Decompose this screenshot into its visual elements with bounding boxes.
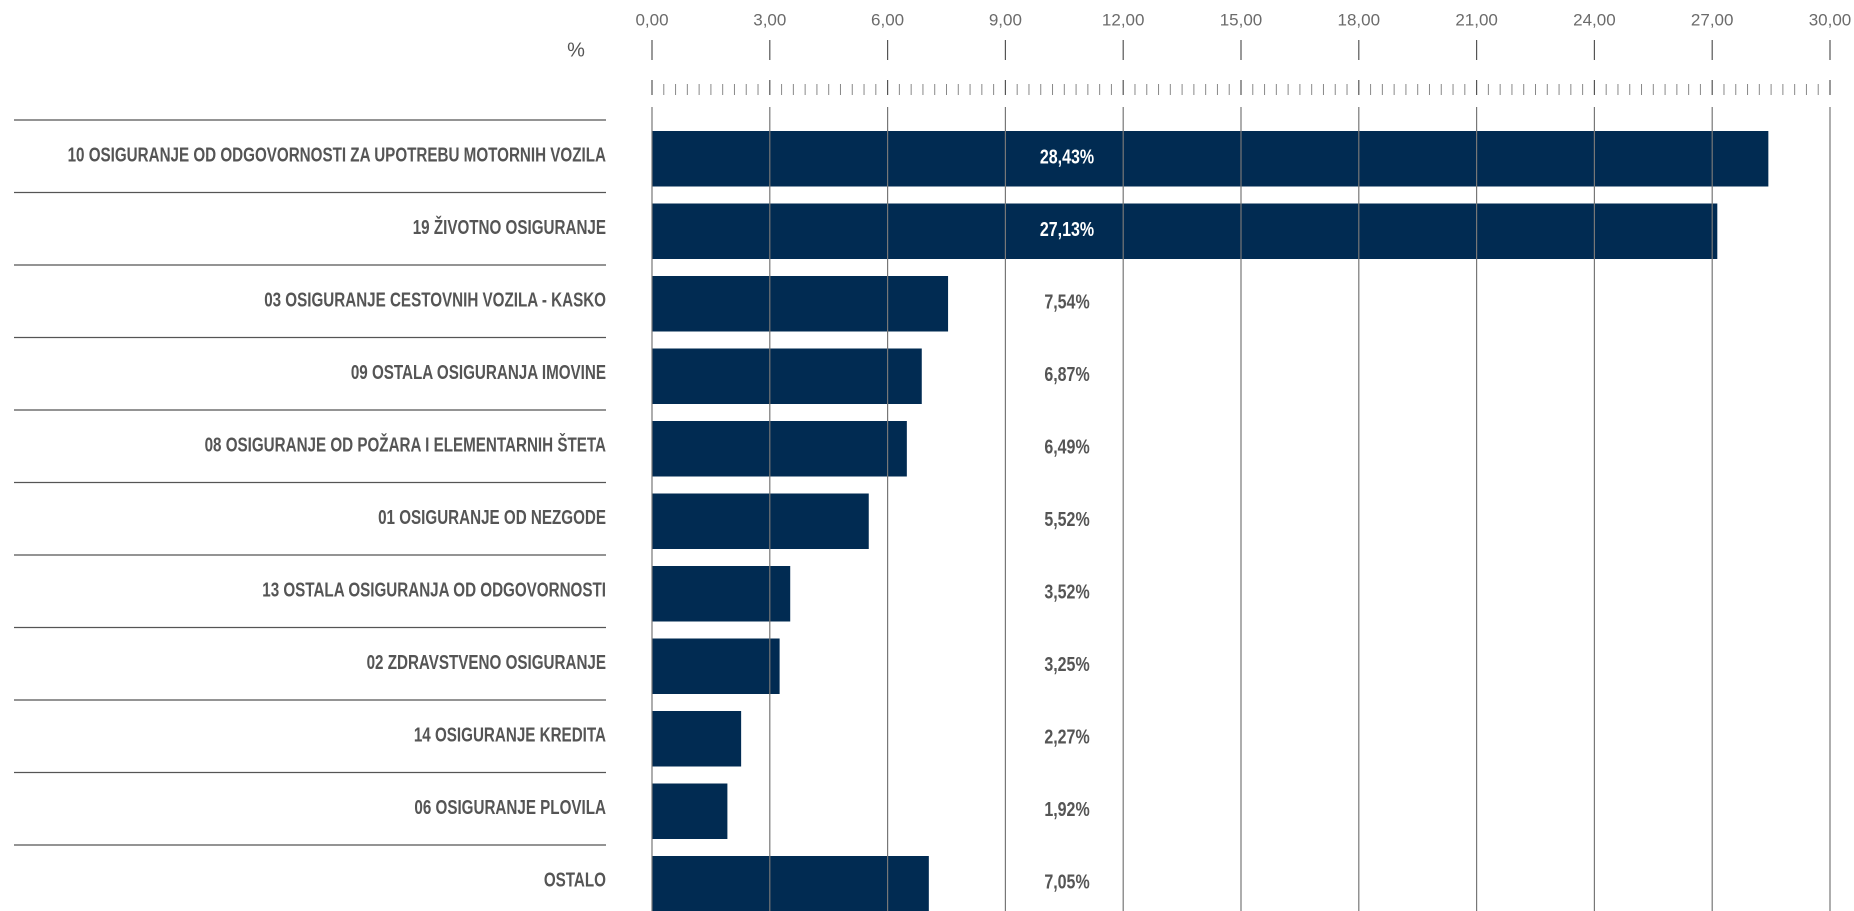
value-label: 3,52% bbox=[1044, 581, 1089, 603]
category-label: 13 OSTALA OSIGURANJA OD ODGOVORNOSTI bbox=[262, 579, 606, 602]
bar bbox=[652, 131, 1769, 187]
x-tick-label: 27,00 bbox=[1691, 10, 1734, 29]
category-label: 10 OSIGURANJE OD ODGOVORNOSTI ZA UPOTREB… bbox=[68, 144, 607, 167]
value-label: 5,52% bbox=[1044, 508, 1089, 530]
x-tick-label: 15,00 bbox=[1220, 10, 1263, 29]
value-label: 1,92% bbox=[1044, 798, 1089, 820]
value-label: 7,54% bbox=[1044, 291, 1089, 313]
x-tick-label: 30,00 bbox=[1809, 10, 1852, 29]
bar bbox=[652, 566, 791, 622]
bar bbox=[652, 856, 929, 911]
bar bbox=[652, 783, 728, 839]
grid bbox=[651, 40, 1831, 911]
bar bbox=[652, 638, 780, 694]
category-label: 06 OSIGURANJE PLOVILA bbox=[414, 796, 606, 819]
category-label: 09 OSTALA OSIGURANJA IMOVINE bbox=[351, 361, 606, 384]
category-label: 08 OSIGURANJE OD POŽARA I ELEMENTARNIH Š… bbox=[205, 432, 607, 456]
x-tick-label: 3,00 bbox=[753, 10, 786, 29]
x-axis-label: % bbox=[567, 39, 585, 61]
category-label: 03 OSIGURANJE CESTOVNIH VOZILA - KASKO bbox=[264, 289, 606, 312]
x-tick-label: 0,00 bbox=[635, 10, 668, 29]
bar bbox=[652, 493, 869, 549]
value-label: 2,27% bbox=[1044, 726, 1089, 748]
category-label: 19 ŽIVOTNO OSIGURANJE bbox=[413, 215, 606, 239]
category-label: 14 OSIGURANJE KREDITA bbox=[414, 724, 606, 747]
category-label: 02 ZDRAVSTVENO OSIGURANJE bbox=[367, 651, 607, 674]
bar bbox=[652, 276, 949, 332]
value-label: 7,05% bbox=[1044, 871, 1089, 893]
bar bbox=[652, 711, 742, 767]
x-tick-label: 18,00 bbox=[1338, 10, 1381, 29]
bar bbox=[652, 348, 922, 404]
value-label: 27,13% bbox=[1040, 218, 1094, 240]
x-tick-label: 12,00 bbox=[1102, 10, 1145, 29]
bar bbox=[652, 203, 1718, 259]
x-tick-label: 24,00 bbox=[1573, 10, 1616, 29]
category-label: 01 OSIGURANJE OD NEZGODE bbox=[378, 506, 606, 529]
value-label: 3,25% bbox=[1044, 653, 1089, 675]
bar bbox=[652, 421, 907, 477]
x-tick-label: 21,00 bbox=[1455, 10, 1498, 29]
x-tick-label: 9,00 bbox=[989, 10, 1022, 29]
value-label: 6,87% bbox=[1044, 363, 1089, 385]
x-tick-label: 6,00 bbox=[871, 10, 904, 29]
value-label: 28,43% bbox=[1040, 146, 1094, 168]
category-label: OSTALO bbox=[544, 869, 606, 892]
value-label: 6,49% bbox=[1044, 436, 1089, 458]
